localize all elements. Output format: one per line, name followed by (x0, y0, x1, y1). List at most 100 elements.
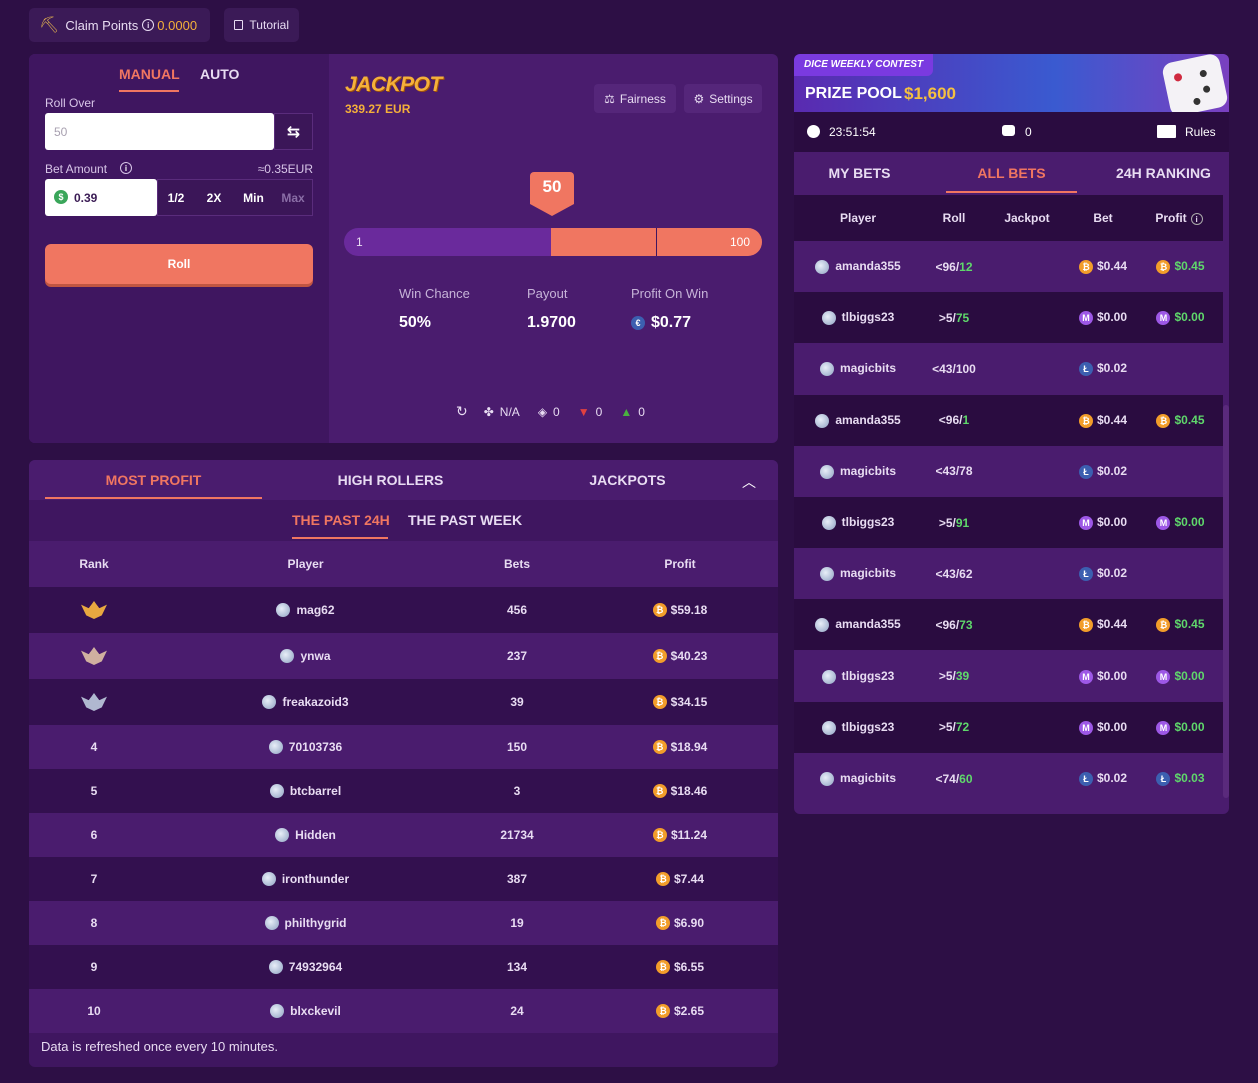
win-chance-value: 50% (399, 314, 432, 331)
roll-over-input[interactable]: 50 (45, 113, 274, 150)
roll-target: >5/ (938, 669, 956, 684)
tab-24h-ranking[interactable]: 24H RANKING (1116, 165, 1211, 181)
slider-marker[interactable] (530, 172, 574, 204)
down-value: 0 (595, 404, 603, 419)
settings-label: Settings (709, 91, 753, 106)
player-cell[interactable]: philthygrid (159, 916, 452, 931)
tab-all-bets-underline (946, 191, 1077, 193)
rank-cell: 4 (90, 740, 98, 754)
bet-player-cell[interactable]: amanda355 (794, 413, 922, 428)
bet-player-cell[interactable]: magicbits (794, 566, 922, 582)
avatar-icon (264, 916, 279, 931)
avatar-icon (815, 618, 830, 633)
player-cell[interactable]: ynwa (159, 649, 452, 664)
rules-link[interactable]: Rules (1185, 125, 1216, 139)
col-bet-player: Player (839, 211, 877, 225)
roll-target: >5/ (938, 720, 956, 735)
bet-profit: $0.00 (1174, 719, 1205, 734)
tab-my-bets[interactable]: MY BETS (828, 165, 891, 181)
ltc-icon: Ł (1156, 771, 1171, 786)
euro-icon: € (631, 316, 645, 330)
bets-scrollbar[interactable] (1223, 405, 1229, 798)
profit-value: $40.23 (670, 648, 708, 663)
contest-banner[interactable]: DICE WEEKLY CONTEST PRIZE POOL $1,600 (794, 54, 1229, 112)
bet-player-cell[interactable]: tlbiggs23 (794, 310, 922, 326)
bets-cell: 21734 (500, 828, 534, 842)
col-rank: Rank (79, 557, 109, 571)
bet-player-cell[interactable]: magicbits (794, 771, 922, 786)
bet-profit-cell: ₿ $0.45 (1138, 259, 1223, 274)
bet-player-cell[interactable]: amanda355 (794, 617, 922, 633)
roll-button[interactable]: Roll (45, 244, 313, 284)
refresh-icon[interactable]: ↻ (456, 403, 468, 419)
claim-points-button[interactable]: ⛏ Claim Points i 0.0000 (29, 8, 210, 42)
avatar-icon (261, 872, 276, 887)
mana-icon: M (1078, 720, 1093, 735)
tab-underline (119, 90, 179, 92)
profit-cell: ₿ $18.46 (582, 784, 778, 799)
bet-amount-cell: M $0.00 (1068, 669, 1138, 684)
bitcoin-icon: ₿ (652, 649, 667, 664)
roll-slider[interactable]: 1 100 (344, 228, 762, 256)
bet-row: tlbiggs23 >5/91 M $0.00 M $0.00 (794, 497, 1223, 548)
col-bet-amount: Bet (1093, 211, 1113, 225)
tab-auto[interactable]: AUTO (200, 66, 240, 82)
bet-player-cell[interactable]: tlbiggs23 (794, 515, 922, 530)
bet-amount-input[interactable]: $ 0.39 (45, 179, 157, 216)
bitcoin-icon: ₿ (652, 784, 667, 799)
min-bet-button[interactable]: Min (243, 190, 264, 205)
tab-most-profit[interactable]: MOST PROFIT (105, 472, 202, 488)
half-bet-button[interactable]: 1/2 (167, 190, 185, 205)
player-name: ynwa (300, 648, 331, 663)
bet-player-cell[interactable]: magicbits (794, 464, 922, 479)
btc-icon: ₿ (1078, 413, 1093, 428)
roll-result: 12 (959, 259, 973, 274)
tab-high-rollers[interactable]: HIGH ROLLERS (337, 472, 444, 488)
player-cell[interactable]: mag62 (159, 603, 452, 618)
max-bet-button[interactable]: Max (281, 190, 305, 205)
bet-amount-cell: ₿ $0.44 (1068, 259, 1138, 274)
tab-all-bets[interactable]: ALL BETS (977, 165, 1046, 181)
leaderboard-header: Rank Player Bets Profit (29, 541, 778, 587)
profit-cell: ₿ $7.44 (582, 872, 778, 887)
cube-icon: ◈ (537, 404, 548, 419)
player-cell[interactable]: ironthunder (159, 872, 452, 887)
fairness-button[interactable]: ⚖ Fairness (594, 84, 676, 113)
claim-points-label: Claim Points (65, 17, 139, 33)
bet-amount: $0.02 (1096, 566, 1128, 581)
bet-player-cell[interactable]: magicbits (794, 361, 922, 377)
avatar-icon (819, 567, 834, 582)
tab-manual[interactable]: MANUAL (119, 66, 180, 82)
player-cell[interactable]: 74932964 (159, 960, 452, 975)
player-cell[interactable]: 70103736 (159, 740, 452, 755)
profit-value: $11.24 (670, 827, 708, 842)
subtab-past-24h[interactable]: THE PAST 24H (292, 512, 390, 528)
double-bet-button[interactable]: 2X (206, 190, 222, 205)
tutorial-button[interactable]: Tutorial (224, 8, 299, 42)
bet-player-name: magicbits (839, 463, 896, 478)
bet-player-cell[interactable]: tlbiggs23 (794, 720, 922, 735)
bet-player-cell[interactable]: amanda355 (794, 259, 922, 274)
player-cell[interactable]: blxckevil (159, 1004, 452, 1019)
profit-value: $7.44 (673, 871, 705, 886)
player-cell[interactable]: Hidden (159, 828, 452, 843)
swap-icon[interactable]: ⇆ (274, 113, 313, 150)
avatar-icon (819, 464, 834, 479)
settings-button[interactable]: ⚙ Settings (684, 84, 762, 113)
roll-target: >5/ (938, 515, 956, 530)
table-row: 10 blxckevil 24 ₿ $2.65 (29, 989, 778, 1033)
chevron-up-icon[interactable]: ︿ (742, 474, 756, 490)
player-cell[interactable]: btcbarrel (159, 784, 452, 799)
player-cell[interactable]: freakazoid3 (159, 695, 452, 710)
subtab-past-week[interactable]: THE PAST WEEK (408, 512, 523, 528)
player-name: freakazoid3 (282, 694, 349, 709)
bet-player-cell[interactable]: tlbiggs23 (794, 669, 922, 684)
bet-roll-cell: <96/1 (922, 413, 986, 427)
roll-target: <96/ (938, 413, 963, 428)
contest-info-bar: 23:51:54 0 Rules (794, 112, 1229, 152)
contest-count: 0 (1025, 125, 1032, 139)
bet-amount: $0.00 (1096, 515, 1128, 530)
roll-result: 60 (959, 771, 973, 786)
tab-jackpots[interactable]: JACKPOTS (589, 472, 666, 488)
roll-result: 100 (955, 361, 976, 376)
